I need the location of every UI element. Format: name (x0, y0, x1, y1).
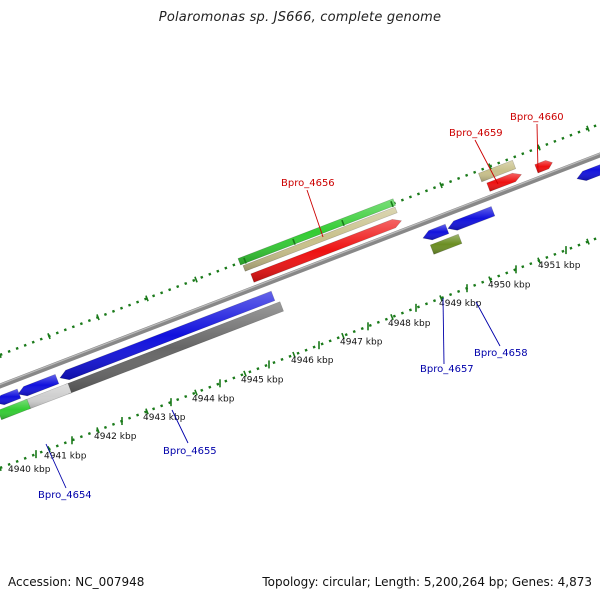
minor-tick (439, 182, 443, 189)
minor-tick (488, 163, 492, 170)
tick-label-4941: 4941 kbp (44, 451, 87, 461)
leader-line-Bpro_4654 (45, 443, 67, 489)
gene-reverse-long[interactable] (59, 290, 276, 381)
gene-label-Bpro_4658[interactable]: Bpro_4658 (474, 348, 528, 359)
gene-label-Bpro_4656[interactable]: Bpro_4656 (281, 178, 335, 189)
tick-label-4948: 4948 kbp (388, 319, 431, 329)
tick-label-4945: 4945 kbp (241, 375, 284, 385)
minor-tick (0, 465, 2, 472)
leader-line-Bpro_4658 (475, 301, 501, 347)
tick-label-4951: 4951 kbp (538, 261, 581, 271)
leader-line-Bpro_4656 (306, 189, 324, 238)
tick-label-4949: 4949 kbp (439, 299, 482, 309)
map-title: Polaromonas sp. JS666, complete genome (158, 10, 442, 25)
leader-line-Bpro_4655 (171, 409, 189, 444)
tick-label-4946: 4946 kbp (291, 356, 334, 366)
tick-label-4940: 4940 kbp (8, 465, 51, 475)
leader-line-Bpro_4660 (536, 123, 539, 173)
minor-tick (47, 446, 51, 453)
minor-tick (96, 314, 100, 321)
gene-reverse-edge[interactable] (0, 388, 22, 406)
minor-tick (292, 351, 296, 358)
minor-tick (341, 219, 345, 227)
gene-label-Bpro_4654[interactable]: Bpro_4654 (38, 490, 92, 501)
tick-label-4942: 4942 kbp (94, 432, 137, 442)
gene-labels: Bpro_4654Bpro_4655Bpro_4656Bpro_4657Bpro… (38, 112, 564, 501)
minor-tick (390, 313, 394, 321)
scale-ticks: 4940 kbp 4941 kbp 4942 kbp 4943 kbp 4944 kbp… (0, 125, 590, 475)
minor-tick (243, 370, 247, 377)
minor-tick (586, 125, 590, 132)
minor-tick (194, 389, 198, 396)
gene-Bpro_4657[interactable] (422, 223, 450, 241)
tick-label-4943: 4943 kbp (143, 413, 186, 423)
topology-text: Topology: circular; Length: 5,200,264 bp… (262, 575, 592, 589)
minor-tick (243, 257, 247, 264)
minor-tick (537, 144, 541, 151)
tick-label-4947: 4947 kbp (340, 337, 383, 347)
tick-label-4950: 4950 kbp (488, 280, 531, 290)
minor-tick (0, 352, 2, 359)
gene-label-Bpro_4659[interactable]: Bpro_4659 (449, 128, 503, 139)
gene-label-Bpro_4660[interactable]: Bpro_4660 (510, 112, 564, 123)
minor-tick (488, 276, 492, 283)
minor-tick (47, 333, 51, 340)
minor-tick (194, 276, 198, 283)
minor-tick (292, 238, 296, 245)
minor-tick (96, 427, 100, 434)
accession-text: Accession: NC_007948 (8, 575, 145, 589)
tick-label-4944: 4944 kbp (192, 394, 235, 404)
minor-tick (145, 408, 149, 415)
minor-tick (390, 200, 394, 208)
gene-label-Bpro_4655[interactable]: Bpro_4655 (163, 446, 217, 457)
minor-tick (439, 295, 443, 302)
gene-label-Bpro_4657[interactable]: Bpro_4657 (420, 364, 474, 375)
leader-line-Bpro_4659 (474, 139, 499, 185)
minor-tick (537, 257, 541, 264)
leader-line-Bpro_4657 (442, 297, 445, 365)
minor-tick (341, 332, 345, 340)
minor-tick (586, 238, 590, 245)
minor-tick (145, 295, 149, 302)
